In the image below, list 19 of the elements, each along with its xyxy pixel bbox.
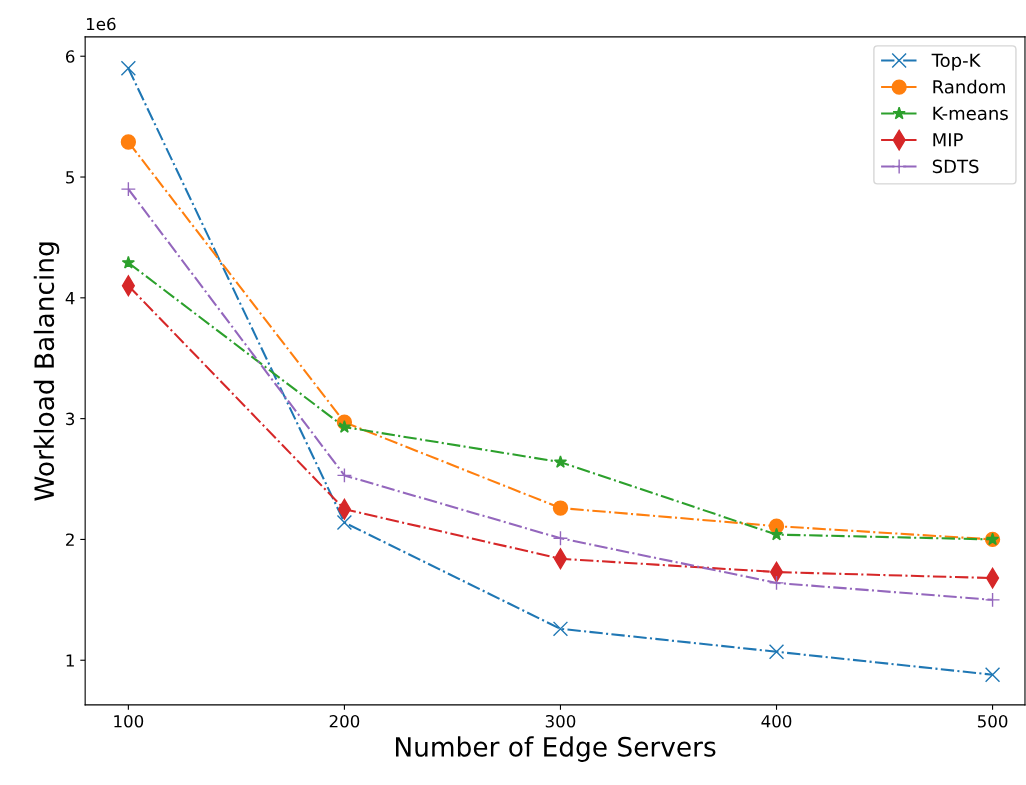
legend-label: MIP: [933, 133, 963, 147]
y-tick-label: 4: [65, 292, 75, 305]
y-tick-label: 6: [66, 50, 75, 63]
y-tick-label: 5: [66, 171, 74, 184]
x-tick-label: 300: [545, 714, 576, 728]
legend-label: SDTS: [932, 159, 979, 174]
y-tick-label: 2: [66, 533, 74, 546]
legend-label: Top-K: [931, 53, 981, 71]
y-axis-title: Workload Balancing: [33, 242, 60, 501]
x-tick-label: 200: [329, 714, 360, 728]
y-tick-label: 3: [66, 412, 75, 426]
x-axis-title: Number of Edge Servers: [396, 736, 716, 762]
x-tick-label: 400: [761, 714, 792, 728]
legend-label: K-means: [933, 106, 1008, 121]
y-tick-label: 1: [66, 654, 74, 667]
text: 1e6: [86, 17, 116, 31]
legend-label: Random: [933, 79, 1005, 94]
x-tick-label: 500: [977, 714, 1008, 728]
x-tick-label: 100: [114, 714, 144, 728]
